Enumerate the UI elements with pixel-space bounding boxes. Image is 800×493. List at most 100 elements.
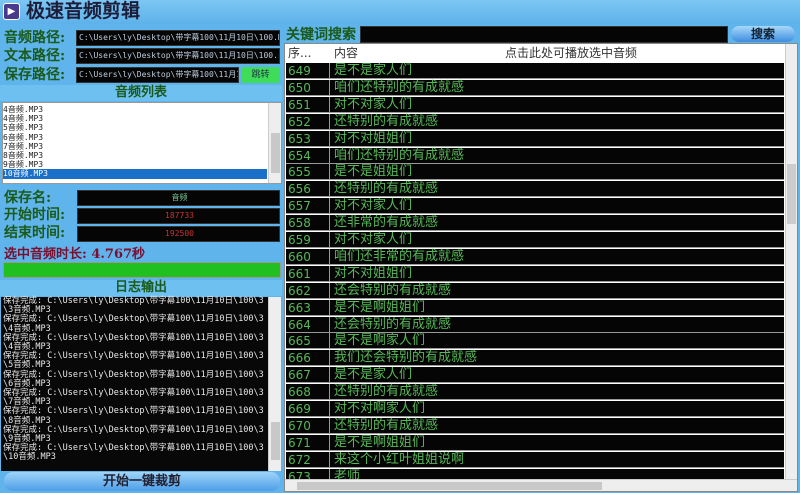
play-icon: ▶ bbox=[3, 3, 20, 20]
search-button[interactable]: 搜索 bbox=[731, 26, 795, 42]
audio-list-item[interactable]: 9音频.MP3 bbox=[3, 160, 44, 170]
audio-list-item[interactable]: 6音频.MP3 bbox=[3, 132, 44, 142]
table-row[interactable]: 661 对不对姐姐们 bbox=[286, 265, 784, 282]
table-row[interactable]: 654 咱们还特别的有成就感 bbox=[286, 147, 784, 164]
table-row[interactable]: 658 还非常的有成就感 bbox=[286, 215, 784, 232]
row-index: 669 bbox=[288, 401, 330, 417]
table-row[interactable]: 670 还特别的有成就感 bbox=[286, 417, 784, 434]
log-line: 保存完成: C:\Users\ly\Desktop\带字幕100\11月10日\… bbox=[3, 351, 264, 371]
row-index: 655 bbox=[288, 164, 330, 181]
table-vscroll[interactable] bbox=[785, 44, 797, 480]
table-row[interactable]: 671 是不是啊姐姐们 bbox=[286, 434, 784, 451]
row-index: 668 bbox=[288, 384, 330, 401]
row-content: 还特别的有成就感 bbox=[334, 181, 439, 197]
column-header-content[interactable]: 内容 bbox=[334, 46, 359, 60]
log-output: 保存完成: C:\Users\ly\Desktop\带字幕100\11月10日\… bbox=[1, 296, 281, 471]
row-content: 是不是啊姐姐们 bbox=[334, 299, 426, 315]
row-content: 还非常的有成就感 bbox=[334, 215, 439, 231]
table-hscroll[interactable] bbox=[285, 479, 797, 491]
audio-list-item[interactable]: 8音频.MP3 bbox=[3, 151, 44, 161]
table-row[interactable]: 662 还会特别的有成就感 bbox=[286, 282, 784, 299]
log-line: 保存完成: C:\Users\ly\Desktop\带字幕100\11月10日\… bbox=[3, 406, 264, 426]
app-title: 极速音频剪辑 bbox=[26, 0, 141, 22]
row-index: 670 bbox=[288, 417, 330, 434]
audio-path-input[interactable]: C:\Users\ly\Desktop\带字幕100\11月10日\100.MP… bbox=[76, 30, 280, 46]
table-row[interactable]: 653 对不对姐姐们 bbox=[286, 130, 784, 147]
audio-list-item[interactable]: 5音频.MP3 bbox=[3, 123, 44, 133]
column-header-index[interactable]: 序... bbox=[288, 46, 312, 60]
table-row[interactable]: 655 是不是姐姐们 bbox=[286, 164, 784, 181]
end-time-input[interactable]: 192500 bbox=[77, 226, 280, 242]
row-content: 对不对家人们 bbox=[334, 198, 413, 214]
table-row[interactable]: 652 还特别的有成就感 bbox=[286, 113, 784, 130]
audio-list-item[interactable]: 4音频.MP3 bbox=[3, 105, 44, 114]
row-content: 对不对家人们 bbox=[334, 232, 413, 247]
table-row[interactable]: 650 咱们还特别的有成就感 bbox=[286, 79, 784, 96]
audio-list-item[interactable]: 7音频.MP3 bbox=[3, 141, 44, 151]
row-index: 672 bbox=[288, 451, 330, 468]
start-cut-button[interactable]: 开始一键裁剪 bbox=[4, 472, 280, 491]
row-content: 还特别的有成就感 bbox=[334, 384, 439, 400]
row-index: 649 bbox=[288, 63, 330, 79]
row-index: 665 bbox=[288, 333, 330, 350]
row-content: 对不对家人们 bbox=[334, 96, 413, 112]
table-row[interactable]: 672 来这个小红叶姐姐说啊 bbox=[286, 451, 784, 468]
row-content: 是不是姐姐们 bbox=[334, 164, 413, 180]
search-label: 关键词搜索 bbox=[286, 27, 356, 43]
row-content: 对不对啊家人们 bbox=[334, 401, 426, 416]
row-index: 653 bbox=[288, 130, 330, 147]
save-path-input[interactable]: C:\Users\ly\Desktop\带字幕100\11月10日 bbox=[76, 67, 239, 83]
row-content: 还特别的有成就感 bbox=[334, 113, 439, 129]
log-line: 保存完成: C:\Users\ly\Desktop\带字幕100\11月10日\… bbox=[3, 296, 264, 316]
row-content: 还会特别的有成就感 bbox=[334, 282, 452, 298]
row-content: 还会特别的有成就感 bbox=[334, 316, 452, 332]
text-path-input[interactable]: C:\Users\ly\Desktop\带字幕100\11月10日\100.sr… bbox=[76, 48, 280, 64]
duration-text: 选中音频时长: 4.767秒 bbox=[4, 247, 146, 262]
row-content: 咱们还非常的有成就感 bbox=[334, 248, 465, 264]
table-row[interactable]: 660 咱们还非常的有成就感 bbox=[286, 248, 784, 265]
table-row[interactable]: 666 我们还会特别的有成就感 bbox=[286, 350, 784, 367]
subtitle-table[interactable]: 序... 内容 点击此处可播放选中音频 649 是不是家人们 650 咱们还特别的有成… bbox=[284, 43, 798, 492]
row-content: 我们还会特别的有成就感 bbox=[334, 350, 478, 366]
row-content: 还特别的有成就感 bbox=[334, 417, 439, 433]
row-content: 来这个小红叶姐姐说啊 bbox=[334, 451, 465, 467]
row-index: 661 bbox=[288, 265, 330, 282]
save-name-input[interactable]: 音频 bbox=[77, 190, 280, 206]
table-row[interactable]: 667 是不是家人们 bbox=[286, 367, 784, 384]
row-index: 657 bbox=[288, 198, 330, 215]
log-line: 保存完成: C:\Users\ly\Desktop\带字幕100\11月10日\… bbox=[3, 369, 264, 389]
audio-list-scrollbar[interactable] bbox=[268, 103, 281, 183]
table-row[interactable]: 663 是不是啊姐姐们 bbox=[286, 299, 784, 316]
row-content: 是不是啊姐姐们 bbox=[334, 434, 426, 450]
table-row[interactable]: 657 对不对家人们 bbox=[286, 198, 784, 215]
play-hint[interactable]: 点击此处可播放选中音频 bbox=[505, 46, 638, 60]
audio-list-header: 音频列表 bbox=[0, 85, 282, 101]
table-row[interactable]: 656 还特别的有成就感 bbox=[286, 181, 784, 198]
table-row[interactable]: 649 是不是家人们 bbox=[286, 63, 784, 79]
table-row[interactable]: 665 是不是啊家人们 bbox=[286, 333, 784, 350]
audio-list[interactable]: 4音频.MP3 4音频.MP3 5音频.MP3 6音频.MP3 7音频.MP3 8音频.M… bbox=[2, 102, 282, 184]
table-row[interactable]: 669 对不对啊家人们 bbox=[286, 401, 784, 417]
table-row[interactable]: 668 还特别的有成就感 bbox=[286, 384, 784, 401]
log-line: 保存完成: C:\Users\ly\Desktop\带字幕100\11月10日\… bbox=[3, 424, 264, 445]
audio-list-item[interactable]: 10音频.MP3 bbox=[3, 169, 267, 179]
audio-list-item[interactable]: 4音频.MP3 bbox=[3, 114, 44, 124]
table-row[interactable]: 664 还会特别的有成就感 bbox=[286, 316, 784, 333]
row-index: 659 bbox=[288, 232, 330, 248]
search-input[interactable] bbox=[360, 26, 728, 43]
jump-button[interactable]: 跳转 bbox=[241, 67, 280, 83]
start-time-input[interactable]: 187733 bbox=[77, 208, 280, 224]
log-line: 保存完成: C:\Users\ly\Desktop\带字幕100\11月10日\… bbox=[3, 314, 264, 334]
end-time-label: 结束时间: bbox=[4, 225, 66, 241]
start-time-label: 开始时间: bbox=[4, 207, 66, 223]
row-index: 660 bbox=[288, 248, 330, 265]
text-path-label: 文本路径: bbox=[4, 48, 66, 64]
table-row[interactable]: 651 对不对家人们 bbox=[286, 96, 784, 113]
row-content: 对不对姐姐们 bbox=[334, 265, 413, 281]
save-path-label: 保存路径: bbox=[4, 67, 66, 83]
row-index: 656 bbox=[288, 181, 330, 198]
row-content: 对不对姐姐们 bbox=[334, 130, 413, 146]
row-index: 652 bbox=[288, 113, 330, 130]
log-scrollbar[interactable] bbox=[268, 297, 281, 471]
table-row[interactable]: 659 对不对家人们 bbox=[286, 232, 784, 248]
